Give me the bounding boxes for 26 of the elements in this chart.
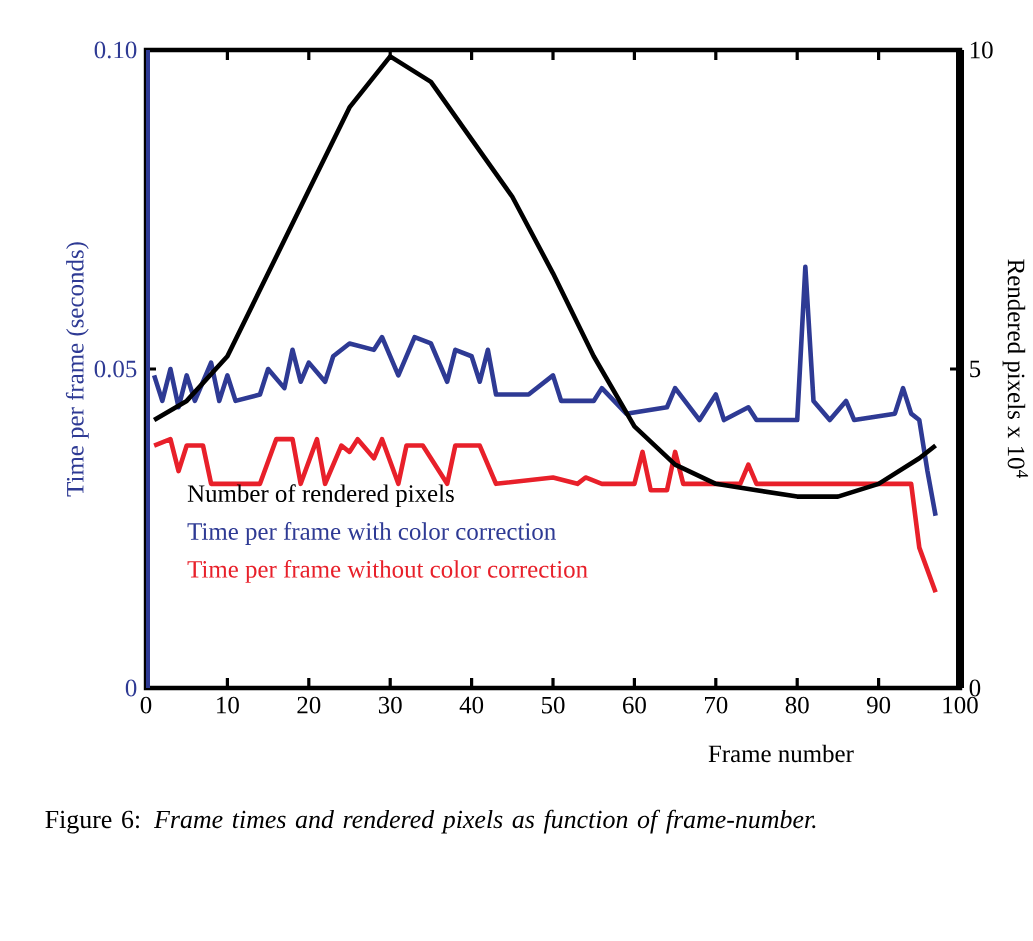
x-tick-label: 80	[785, 696, 809, 714]
y-tick-label: 0	[125, 679, 137, 697]
x-tick-label: 20	[297, 696, 321, 714]
x-tick-label: 0	[140, 696, 152, 714]
y2-axis-title: Rendered pixels x 10$^{4}$	[1002, 259, 1029, 479]
x-tick-label: 40	[459, 696, 484, 714]
caption: Figure 6: Frame times and rendered pixels as function of frame-number.	[45, 809, 816, 834]
x-tick-label: 90	[866, 696, 891, 714]
x-tick-label: 50	[541, 696, 565, 714]
x-tick-label: 30	[378, 696, 402, 714]
y2-tick-label: 10	[970, 41, 993, 59]
x-axis-title: Frame number	[708, 744, 854, 763]
text: Time per frame with color correction	[187, 522, 556, 545]
line-series	[151, 436, 938, 595]
x-tick-label: 10	[217, 696, 239, 714]
y-tick-label: 0.05	[94, 360, 137, 378]
line-series	[151, 264, 938, 519]
y2-tick-label: 0	[969, 679, 981, 697]
x-tick-label: 100	[943, 696, 978, 714]
y-axis-title: Time per frame (seconds)	[65, 242, 89, 497]
x-tick-label: 70	[705, 696, 728, 714]
text: Time per frame without color correction	[187, 559, 588, 583]
y-tick-label: 0.10	[94, 41, 137, 59]
y2-tick-label: 5	[970, 360, 981, 378]
x-tick-label: 60	[623, 696, 646, 714]
text: Number of rendered pixels	[187, 484, 454, 508]
